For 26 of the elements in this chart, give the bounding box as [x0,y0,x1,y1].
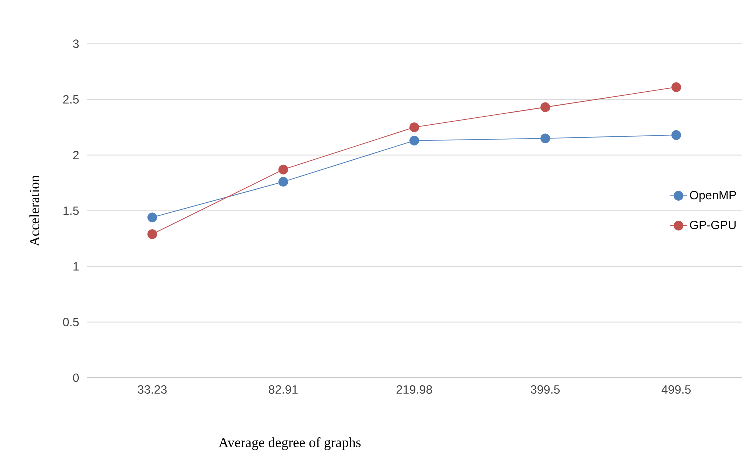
x-tick-label: 499.5 [662,386,691,394]
legend-label: OpenMP [690,191,736,202]
point [148,212,158,223]
point [540,134,550,144]
point [410,136,420,146]
y-tick-label: 1.5 [64,206,79,216]
point [672,82,682,92]
point [540,102,550,112]
y-axis-title: Acceleration [30,176,40,246]
x-tick-label: 82.91 [269,386,298,394]
y-tick-label: 0 [73,374,80,382]
legend-label: GP-GPU [690,220,736,230]
y-tick-label: 1 [74,262,79,271]
point [148,229,158,240]
x-tick-label: 399.5 [531,386,560,394]
point [278,177,288,187]
y-tick-label: 0.5 [63,318,79,327]
point [278,164,288,175]
x-tick-label: 33.23 [138,386,167,394]
y-tick-label: 2 [73,151,79,160]
point [672,130,682,140]
y-tick-label: 3 [73,40,79,48]
x-axis-title: Average degree of graphs [218,438,361,450]
point [410,122,420,132]
y-tick-label: 2.5 [63,95,79,104]
x-tick-label: 219.98 [396,386,432,394]
